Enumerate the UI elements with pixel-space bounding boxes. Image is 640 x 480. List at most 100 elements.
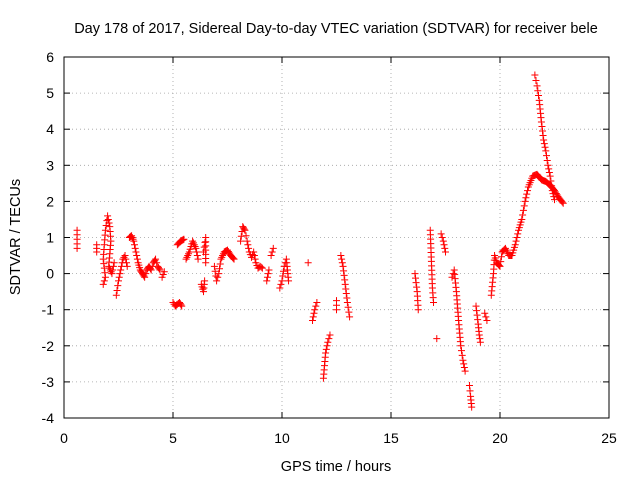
data-point (476, 335, 484, 343)
data-point (194, 255, 202, 263)
data-point (109, 266, 117, 274)
data-point (142, 270, 150, 278)
data-point (213, 277, 221, 285)
data-point (511, 241, 519, 249)
data-point (340, 267, 348, 275)
data-point (279, 272, 287, 280)
data-point (201, 277, 209, 285)
x-tick-label: 5 (169, 430, 177, 446)
data-point (520, 202, 528, 210)
data-point (108, 270, 116, 278)
data-point (322, 349, 330, 357)
x-axis-label: GPS time / hours (281, 459, 391, 475)
data-point (342, 289, 350, 297)
data-point (482, 313, 490, 321)
data-point (133, 255, 141, 263)
data-point (550, 193, 558, 201)
data-point (553, 191, 561, 199)
data-point (414, 306, 422, 314)
data-point (542, 147, 550, 155)
data-point (100, 260, 108, 268)
data-point (132, 248, 140, 256)
data-point (518, 215, 526, 223)
data-point (460, 360, 468, 368)
data-point (459, 356, 467, 364)
data-point (497, 253, 505, 261)
data-point (465, 382, 473, 390)
data-point (123, 262, 131, 270)
data-point (544, 161, 552, 169)
data-point (122, 259, 130, 267)
data-point (202, 259, 210, 267)
data-point (304, 259, 312, 267)
data-point (210, 262, 218, 270)
data-point (412, 274, 420, 282)
data-point (265, 266, 273, 274)
data-point (184, 252, 192, 260)
data-point (338, 255, 346, 263)
data-point (519, 211, 527, 219)
data-point (189, 237, 197, 245)
data-point (548, 187, 556, 195)
data-point (537, 118, 545, 126)
data-point (519, 206, 527, 214)
data-point (182, 255, 190, 263)
data-point (156, 266, 164, 274)
data-point (237, 232, 245, 240)
data-point (323, 342, 331, 350)
data-point (312, 302, 320, 310)
data-point (178, 302, 186, 310)
data-point (310, 309, 318, 317)
data-point (106, 264, 114, 272)
y-tick-label: 3 (46, 157, 54, 173)
data-point (339, 262, 347, 270)
data-point (183, 253, 191, 261)
data-point (457, 342, 465, 350)
x-tick-labels: 0 5 10 15 20 25 (60, 430, 617, 446)
data-point (545, 169, 553, 177)
data-point (276, 284, 284, 292)
data-point (237, 237, 245, 245)
data-point (200, 243, 208, 251)
data-point (190, 241, 198, 249)
data-point (267, 252, 275, 260)
y-tick-label: -2 (42, 338, 55, 354)
data-point (545, 165, 553, 173)
data-points (73, 71, 567, 411)
x-tick-label: 0 (60, 430, 68, 446)
data-point (101, 273, 109, 281)
data-point (460, 363, 468, 371)
data-point (101, 226, 109, 234)
data-point (101, 269, 109, 277)
data-point (257, 263, 265, 271)
data-point (539, 127, 547, 135)
data-point (430, 298, 438, 306)
x-tick-label: 20 (492, 430, 508, 446)
data-point (546, 172, 554, 180)
data-point (501, 244, 509, 252)
data-point (191, 243, 199, 251)
data-point (245, 244, 253, 252)
y-tick-label: -4 (42, 410, 55, 426)
data-point (343, 294, 351, 302)
x-tick-label: 15 (383, 430, 399, 446)
data-point (250, 252, 258, 260)
data-point (533, 82, 541, 90)
data-point (535, 92, 543, 100)
data-point (133, 252, 141, 260)
y-tick-label: 0 (46, 266, 54, 282)
data-point (268, 248, 276, 256)
data-point (218, 253, 226, 261)
data-point (345, 308, 353, 316)
data-point (412, 279, 420, 287)
chart-title: Day 178 of 2017, Sidereal Day-to-day VTE… (74, 21, 598, 37)
data-point (322, 345, 330, 353)
data-point (216, 265, 224, 273)
data-point (548, 182, 556, 190)
data-point (230, 255, 238, 263)
data-point (496, 262, 504, 270)
data-point (439, 237, 447, 245)
data-point (341, 276, 349, 284)
data-point (93, 248, 101, 256)
data-point (337, 252, 345, 260)
